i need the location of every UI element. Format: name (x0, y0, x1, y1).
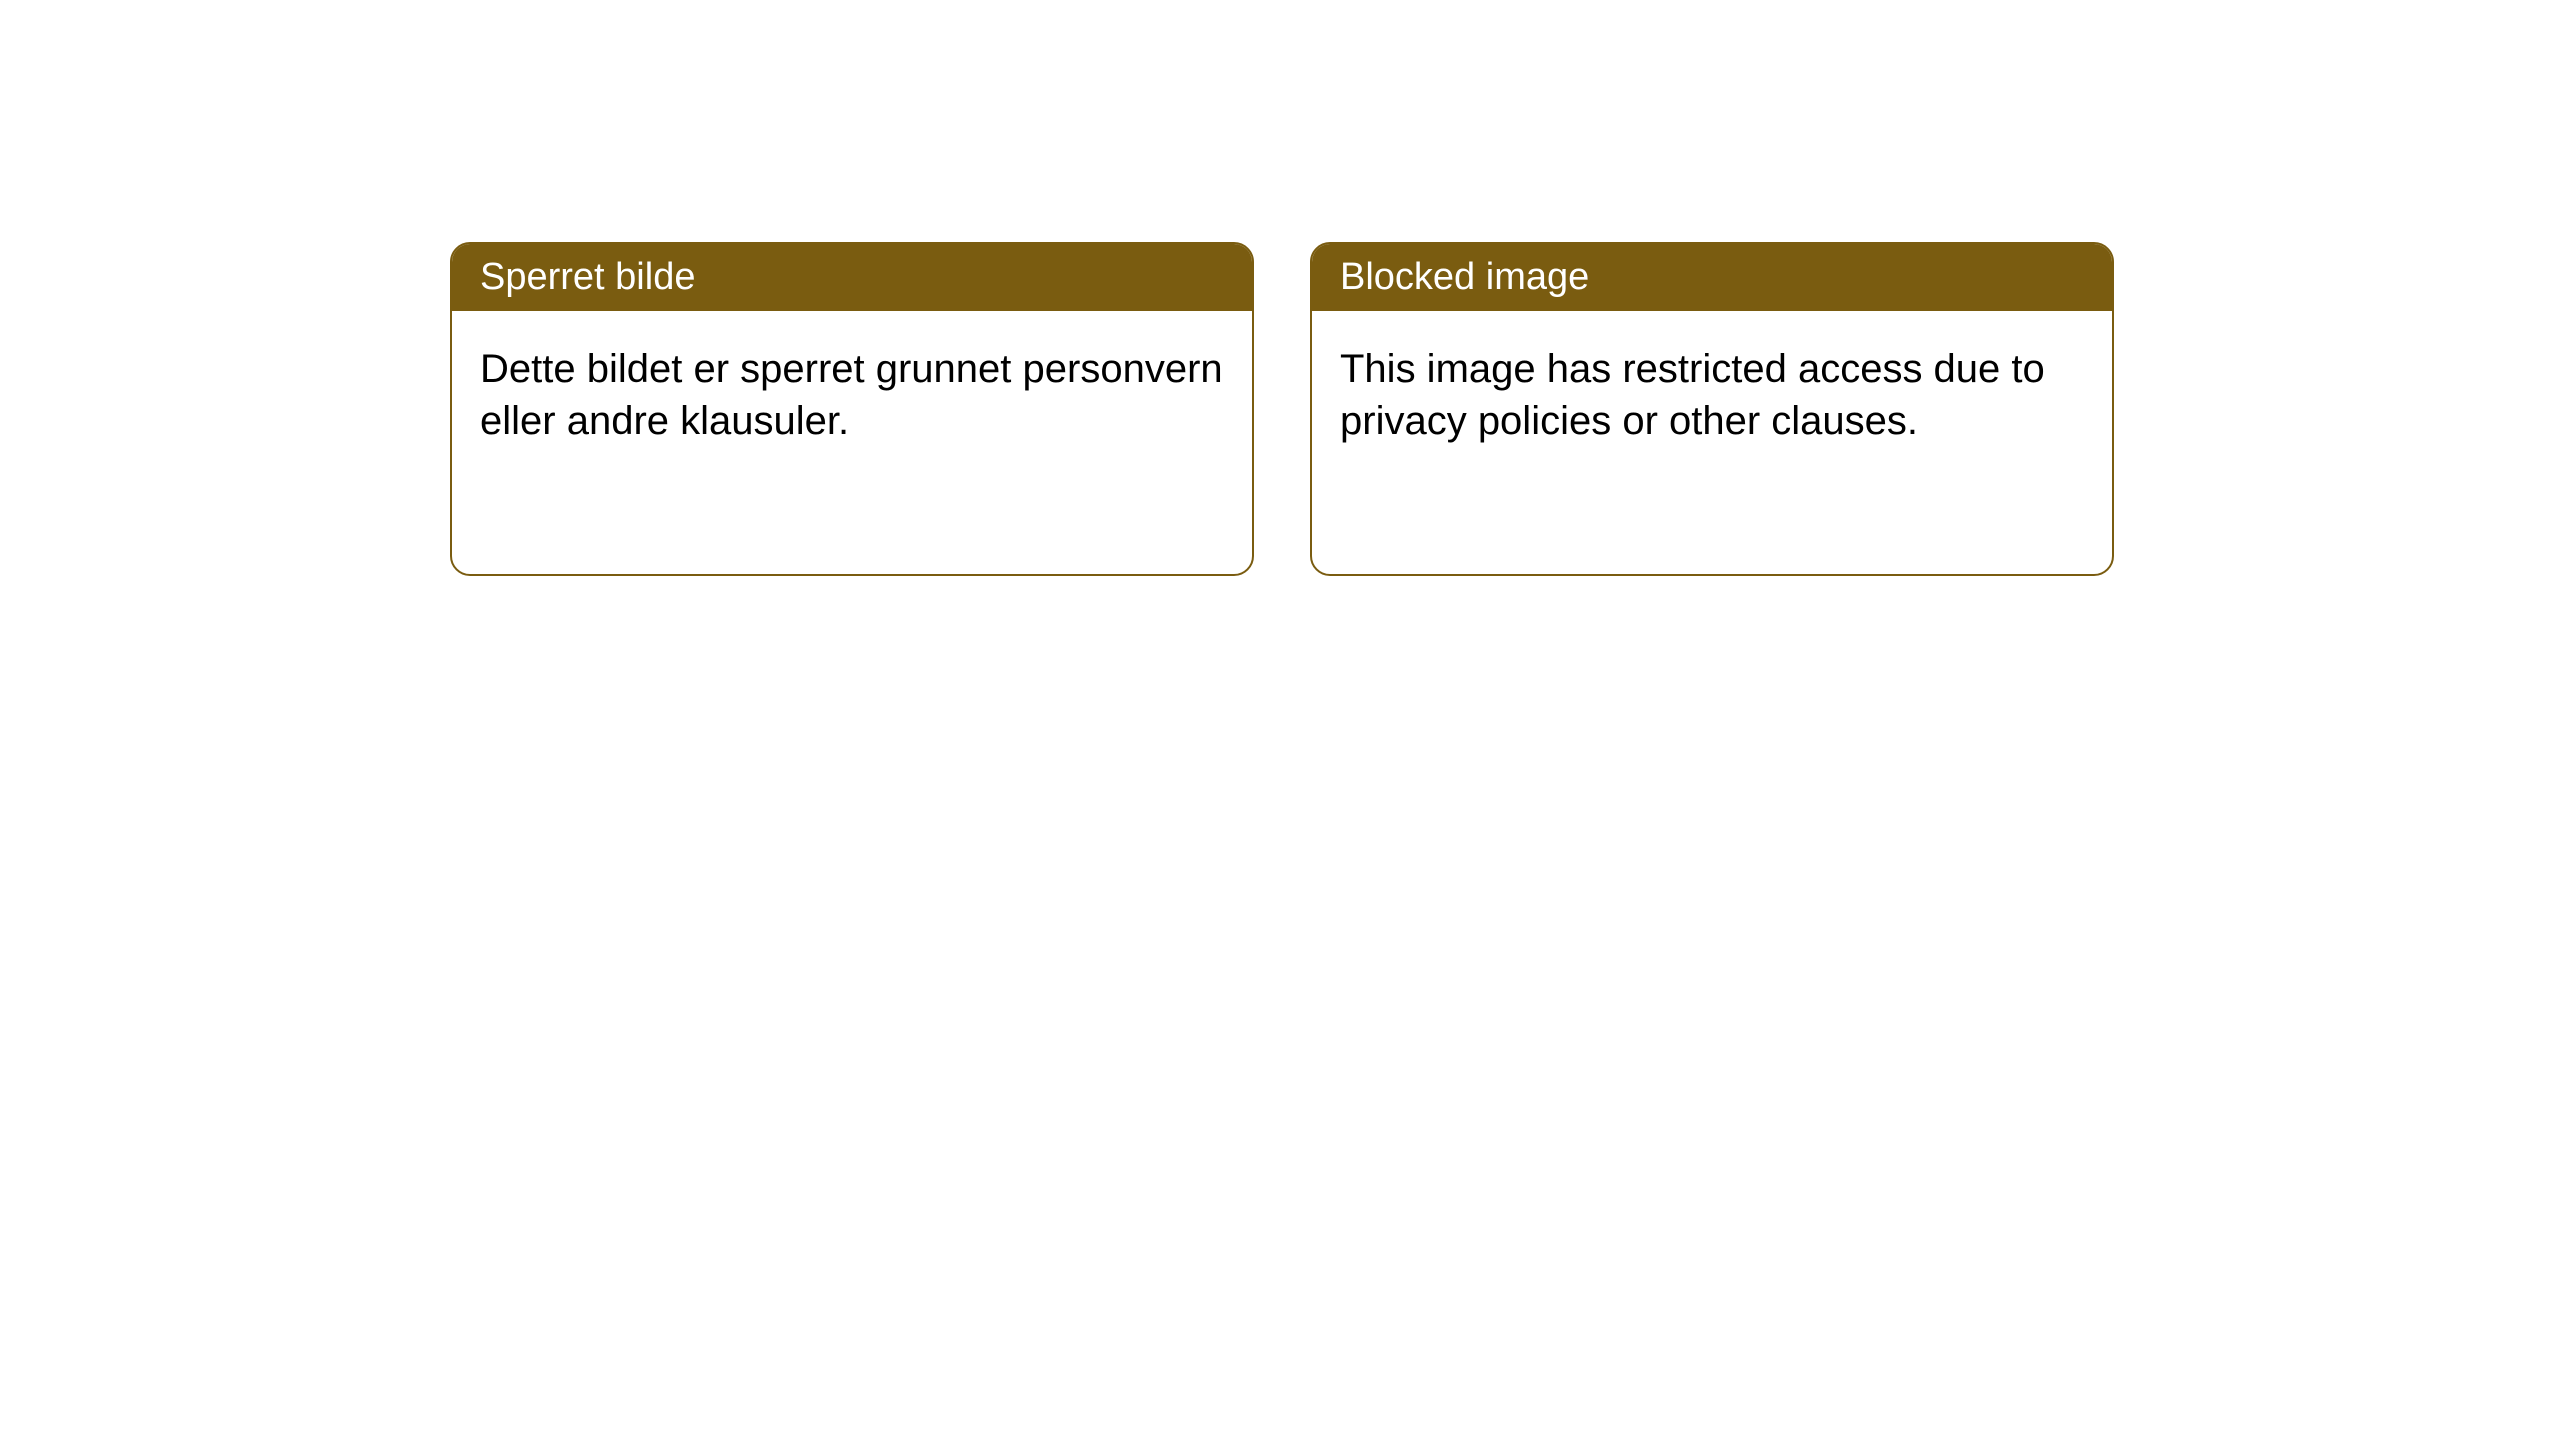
notice-card-norwegian: Sperret bilde Dette bildet er sperret gr… (450, 242, 1254, 576)
notice-card-body: This image has restricted access due to … (1312, 311, 2112, 479)
notice-header-text: Sperret bilde (480, 256, 695, 298)
notice-cards-container: Sperret bilde Dette bildet er sperret gr… (450, 242, 2114, 576)
notice-card-header: Blocked image (1312, 244, 2112, 311)
notice-header-text: Blocked image (1340, 256, 1589, 298)
notice-card-header: Sperret bilde (452, 244, 1252, 311)
notice-body-text: This image has restricted access due to … (1340, 347, 2045, 443)
notice-card-english: Blocked image This image has restricted … (1310, 242, 2114, 576)
notice-body-text: Dette bildet er sperret grunnet personve… (480, 347, 1223, 443)
notice-card-body: Dette bildet er sperret grunnet personve… (452, 311, 1252, 479)
